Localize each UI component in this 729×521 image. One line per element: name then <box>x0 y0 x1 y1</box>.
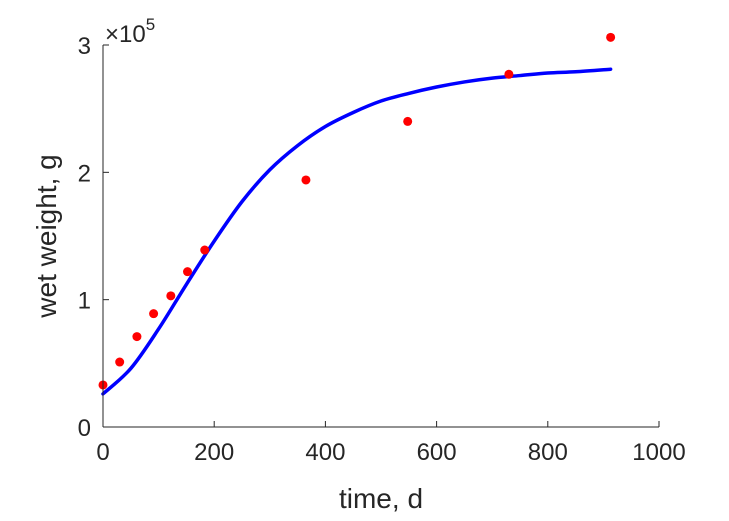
data-point <box>149 309 159 319</box>
x-tick-label: 1000 <box>632 439 685 466</box>
data-point <box>301 175 311 185</box>
data-point <box>403 116 413 126</box>
plot-area <box>103 45 659 427</box>
data-point <box>132 332 142 342</box>
fit-curve-layer <box>101 67 613 396</box>
x-tick-label: 600 <box>417 439 457 466</box>
y-axis-label: wet weight, g <box>31 154 62 318</box>
x-tick-label: 0 <box>96 439 109 466</box>
data-point <box>115 357 125 367</box>
data-point <box>200 245 210 255</box>
y-exponent-prefix: ×10 <box>105 21 146 48</box>
x-tick-label: 400 <box>305 439 345 466</box>
y-tick-label: 2 <box>78 160 91 187</box>
fit-curve <box>101 67 613 396</box>
y-tick-label: 3 <box>78 33 91 60</box>
y-exponent-power: 5 <box>146 15 155 34</box>
data-point <box>606 32 616 42</box>
x-tick-label: 800 <box>528 439 568 466</box>
data-point <box>166 291 176 301</box>
y-exponent-label: ×105 <box>105 15 155 48</box>
data-point <box>183 267 193 277</box>
data-points-layer <box>98 32 616 390</box>
x-tick-label: 200 <box>194 439 234 466</box>
data-point <box>504 69 514 79</box>
y-ticks: 0 1 2 3 <box>78 33 109 442</box>
y-tick-label: 1 <box>78 288 91 315</box>
x-ticks: 0 200 400 600 800 1000 <box>96 421 686 466</box>
y-tick-label: 0 <box>78 415 91 442</box>
x-axis-label: time, d <box>339 483 423 514</box>
